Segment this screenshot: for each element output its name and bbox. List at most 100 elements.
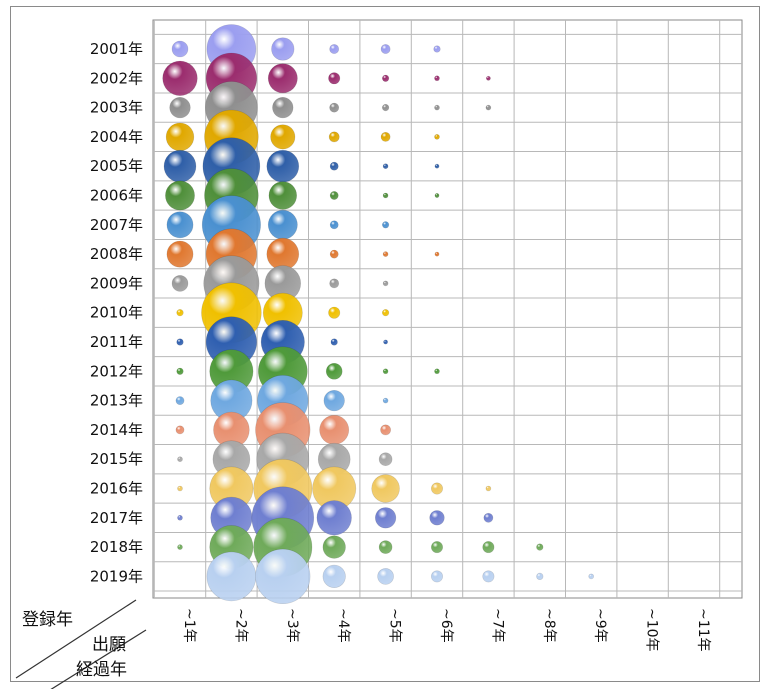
bubble [482,570,495,583]
y-tick-label: 2019年 [90,567,143,585]
bubble [380,44,391,54]
bubble [536,543,544,551]
bubble [322,535,346,559]
bubble [177,544,183,550]
bubble [171,40,189,58]
bubble [270,124,296,150]
bubble [329,249,339,259]
bubbles [162,24,595,605]
bubble [378,540,393,554]
bubble [328,306,341,319]
bubble [206,551,257,602]
bubble [162,60,198,96]
bubble [319,414,350,445]
x-tick-label: ~8年 [541,608,557,643]
y-tick-label: 2010年 [90,304,143,322]
bubble [485,104,492,111]
bubble [316,500,352,536]
x-tick-label: ~11年 [695,608,711,652]
bubble [166,240,194,268]
bubble [163,149,197,183]
bubble [382,163,389,169]
bubble [430,570,443,583]
bubble [382,397,389,404]
bubble [329,102,340,113]
bubble [267,209,298,240]
bubble [382,280,389,287]
bubble [169,96,191,119]
bubble [328,131,340,143]
y-tick-label: 2017年 [90,509,143,527]
x-tick-label: ~4年 [335,608,351,643]
y-tick-label: 2003年 [90,99,143,117]
y-tick-label: 2015年 [90,450,143,468]
bubble [375,507,397,529]
bubble [176,367,184,375]
bubble [325,362,343,380]
x-tick-label: ~6年 [438,608,454,643]
bubble [329,161,339,171]
bubble [377,568,394,585]
bubble [322,564,346,589]
bubble [382,103,390,112]
x-tick-label: ~10年 [644,608,660,652]
bubble [165,122,195,152]
bubble [482,541,495,554]
bubble [175,425,185,435]
bubble [266,149,300,183]
bubble [323,390,345,412]
bubble [176,338,184,346]
y-tick-label: 2002年 [90,69,143,87]
y-tick-label: 2004年 [90,128,143,146]
bubble [434,368,440,375]
x-tick-label: ~7年 [489,608,505,643]
bubble [328,72,341,85]
bubble [255,548,311,605]
y-axis-labels: 2001年 2002年 2003年 2004年 2005年 2006年 2007年 2008年… [90,40,143,585]
bubble [434,251,440,257]
y-tick-label: 2009年 [90,274,143,292]
bubble [382,251,389,257]
bubble [382,221,390,229]
bubble [485,485,492,492]
bubble [329,191,339,200]
bubble [483,512,494,523]
bubble [175,396,185,405]
bubble [588,573,595,580]
bubble [382,309,390,317]
bubble [177,514,183,521]
bubble [330,338,338,346]
y-tick-label: 2013年 [90,392,143,410]
bubble [536,572,544,581]
bubble [371,474,400,503]
y-tick-label: 2006年 [90,187,143,205]
bubble [380,424,391,436]
x-tick-label: ~3年 [284,608,300,643]
bubble [433,45,441,53]
col-header-label-1: 出願 [92,635,126,655]
bubble [171,275,189,292]
y-tick-label: 2001年 [90,40,143,58]
bubble [271,37,295,61]
bubble [434,75,440,82]
x-axis-labels: ~1年 ~2年 ~3年 ~4年 ~5年 ~6年 ~7年 ~8年 ~9年 ~10年 ~11年 [181,608,711,652]
bubble [382,74,390,82]
bubble [268,181,297,210]
y-tick-label: 2007年 [90,216,143,234]
y-tick-label: 2012年 [90,362,143,380]
x-tick-label: ~2年 [232,608,248,643]
row-header-label: 登録年 [22,610,73,630]
y-tick-label: 2018年 [90,538,143,556]
bubble [434,193,440,198]
bubble [430,541,443,554]
bubble [267,63,298,94]
corner-diagonal-2 [50,629,147,689]
bubble [378,452,393,467]
bubble [382,368,389,375]
bubble [383,339,388,345]
x-tick-label: ~5年 [387,608,403,643]
bubble [272,96,294,119]
bubble [176,309,184,317]
y-tick-label: 2014年 [90,421,143,439]
bubble [165,180,195,211]
